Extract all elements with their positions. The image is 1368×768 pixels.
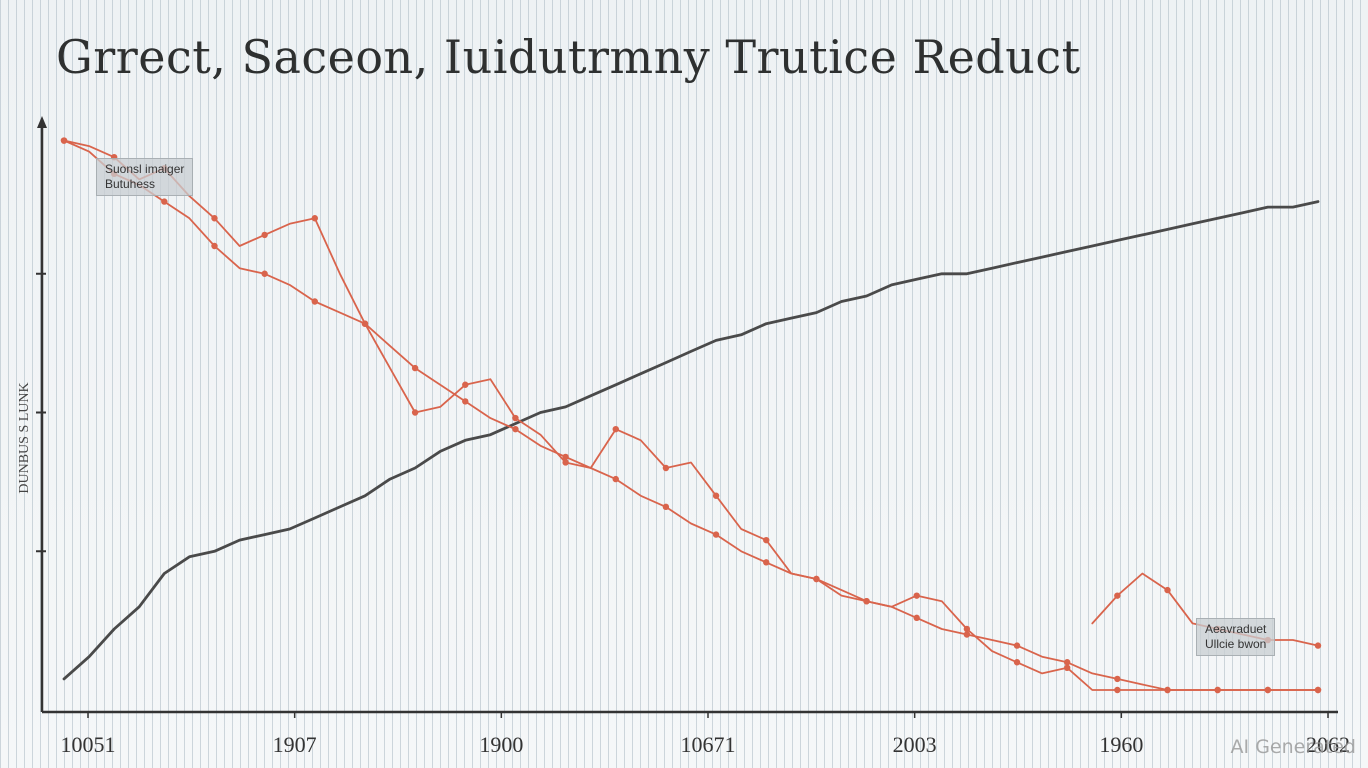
x-tick-label: 2062 [1306,732,1350,757]
legend-top-left: Suonsl imaiger Butuhess [96,158,194,196]
data-point [411,409,419,416]
data-point [1214,686,1221,694]
data-point [1114,686,1121,694]
data-point [1164,686,1171,694]
series-line [63,139,1319,691]
data-point [863,598,870,605]
data-point [1114,592,1121,599]
data-point [1114,675,1121,683]
x-tick-label: 1907 [273,732,317,757]
legend-line: Aeavraduet [1205,622,1267,636]
data-point [662,464,670,472]
data-point [562,459,569,466]
data-point [311,298,318,305]
data-point [562,453,569,461]
legend-line: Butuhess [105,177,156,191]
legend-bottom-right: Aeavraduet Ullcie bwon [1196,618,1276,656]
data-point [1013,642,1021,649]
data-point [913,592,920,599]
data-point [261,231,268,239]
data-point [963,631,971,638]
data-point [813,575,820,583]
x-tick-label: 10671 [681,732,736,757]
data-point [913,614,920,622]
data-point [1314,686,1322,694]
series-line [63,139,1319,691]
x-tick-label: 10051 [61,732,116,757]
data-point [261,270,268,277]
x-tick-label: 2003 [893,732,937,757]
ai-generated-watermark: AI Generated [1230,736,1356,758]
legend-line: Suonsl imaiger [105,162,185,176]
data-point [512,425,519,433]
data-point [1013,659,1021,666]
data-point [512,414,519,422]
data-point [211,215,218,222]
data-point [1264,686,1272,694]
y-axis-arrow [37,116,47,128]
data-point [612,475,619,483]
data-point [712,492,720,499]
chart-title: Grrect, Saceon, Iuidutrmny Trutice Reduc… [56,30,1081,84]
data-point [712,531,720,538]
data-point [1314,642,1322,649]
data-point [763,559,770,566]
data-point [1164,586,1171,594]
x-tick-label: 1960 [1099,732,1143,757]
data-point [612,425,619,433]
data-point [763,536,770,544]
data-point [161,198,168,205]
legend-line: Ullcie bwon [1205,637,1267,651]
data-point [211,242,218,250]
data-point [462,398,469,405]
data-point [60,137,68,144]
series-line [62,200,1320,681]
data-point [1064,659,1071,666]
x-tick-label: 1900 [479,732,523,757]
data-point [963,625,971,633]
data-point [411,364,419,372]
data-point [361,320,369,327]
data-point [662,503,670,511]
data-point [462,381,469,388]
data-point [311,215,318,222]
data-point [1064,664,1071,671]
